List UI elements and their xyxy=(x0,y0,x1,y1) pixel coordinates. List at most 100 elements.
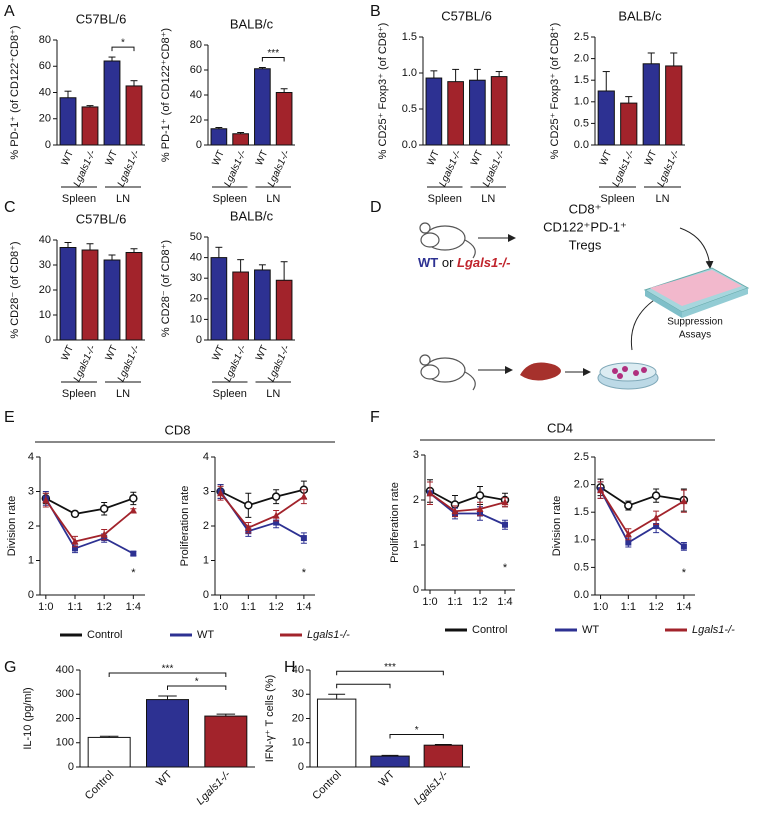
series-line xyxy=(45,497,134,555)
legend-label: WT xyxy=(582,624,599,636)
x-tick-label: Lgals1-/- xyxy=(610,148,637,189)
legend-label: WT xyxy=(197,629,214,641)
significance-label: *** xyxy=(384,662,396,673)
bar xyxy=(125,85,143,146)
legend-label: Lgals1-/- xyxy=(692,624,735,636)
point xyxy=(217,489,225,497)
x-tick-label: 1:0 xyxy=(38,601,53,613)
point xyxy=(130,550,137,557)
y-tick-label: 2.0 xyxy=(574,53,589,65)
series-line xyxy=(219,492,305,529)
spleen-icon xyxy=(520,362,561,381)
point xyxy=(99,504,109,513)
point xyxy=(300,492,308,500)
x-tick-label: WT xyxy=(210,149,227,168)
y-tick-label: 1.5 xyxy=(574,74,589,86)
y-tick-label: 20 xyxy=(39,113,51,125)
group-label: LN xyxy=(116,388,130,400)
significance-bracket xyxy=(167,685,227,690)
y-axis-label: % PD-1⁺ (of CD122⁺CD8⁺) xyxy=(160,28,172,162)
y-tick-label: 100 xyxy=(56,737,74,749)
x-tick-label: Lgals1-/- xyxy=(655,148,682,189)
chart: 0 1 2 3 4 Proliferation rate 1:0 1:1 1:2 1:4 * xyxy=(179,451,315,613)
y-tick-label: 1 xyxy=(203,554,209,566)
y-tick-label: 2 xyxy=(28,520,34,532)
y-tick-label: 1.5 xyxy=(574,506,589,518)
point xyxy=(501,498,509,506)
bar xyxy=(597,90,615,146)
x-tick-label: WT xyxy=(598,149,615,168)
point xyxy=(271,492,281,501)
y-tick-label: 80 xyxy=(39,34,51,46)
legend-label: Lgals1-/- xyxy=(307,629,350,641)
chart: 0 20 40 60 80 BALB/c % PD-1⁺ (of CD122⁺CD8⁺) WT… xyxy=(160,16,295,205)
point xyxy=(129,506,137,514)
bar xyxy=(210,128,228,146)
bar xyxy=(210,257,228,341)
x-tick-label: WT xyxy=(643,149,660,168)
label-or: or xyxy=(442,255,454,270)
annotation: * xyxy=(682,567,687,579)
panel-letter: G xyxy=(4,659,16,676)
y-tick-label: 2 xyxy=(203,520,209,532)
point xyxy=(476,505,484,512)
y-tick-label: 40 xyxy=(39,86,51,98)
significance-bracket xyxy=(111,46,135,52)
point xyxy=(100,530,108,538)
bar xyxy=(423,744,464,768)
series-line xyxy=(45,497,134,515)
y-tick-label: 80 xyxy=(190,39,202,51)
y-tick-label: 2.0 xyxy=(574,479,589,491)
group-label: LN xyxy=(266,388,280,400)
series-line xyxy=(429,492,506,513)
group-label: LN xyxy=(116,193,130,205)
point xyxy=(451,507,459,515)
bar xyxy=(146,699,189,768)
x-tick-label: 1:4 xyxy=(126,601,141,613)
point xyxy=(129,494,138,503)
chart-title: BALB/c xyxy=(618,8,662,23)
x-tick-label: WT xyxy=(425,149,442,168)
y-axis-label: % CD28⁻ (of CD8⁺) xyxy=(160,240,172,337)
y-tick-label: 200 xyxy=(56,712,74,724)
x-tick-label: 1:1 xyxy=(621,601,636,613)
y-tick-label: 1 xyxy=(413,539,419,551)
series-line xyxy=(600,486,685,507)
series-line xyxy=(429,490,506,506)
chart: 0.0 0.5 1.0 1.5 C57BL/6 % CD25⁺ Foxp3⁺ (of CD… xyxy=(377,8,510,205)
y-tick-label: 0.0 xyxy=(574,139,589,151)
chart: 0 20 40 60 80 C57BL/6 % PD-1⁺ (of CD122⁺CD8⁺) W… xyxy=(9,11,145,205)
y-tick-label: 4 xyxy=(203,451,209,463)
y-tick-label: 0 xyxy=(28,589,34,601)
chart-title: C57BL/6 xyxy=(76,211,127,226)
y-tick-label: 1.0 xyxy=(402,67,417,79)
x-tick-label: Lgals1-/- xyxy=(412,768,451,807)
y-axis-label: Division rate xyxy=(551,496,563,557)
bar xyxy=(469,79,486,146)
bar xyxy=(447,81,464,146)
y-tick-label: 60 xyxy=(39,60,51,72)
point xyxy=(273,519,280,526)
y-axis-label: IFN-γ⁺ T cells (%) xyxy=(264,675,276,763)
point xyxy=(244,501,253,510)
panel-letter: E xyxy=(4,409,15,426)
x-tick-label: 1:4 xyxy=(676,601,691,613)
series-line xyxy=(220,488,305,507)
y-tick-label: 2 xyxy=(413,494,419,506)
chart-title: BALB/c xyxy=(230,208,274,223)
legend-label: Control xyxy=(472,624,507,636)
y-tick-label: 0.5 xyxy=(402,103,417,115)
x-tick-label: Control xyxy=(310,769,344,803)
y-tick-label: 3 xyxy=(413,449,419,461)
significance-bracket xyxy=(336,683,391,689)
y-tick-label: 3 xyxy=(203,485,209,497)
group-label: Spleen xyxy=(213,193,247,205)
chart-title: BALB/c xyxy=(230,16,274,31)
significance-bracket xyxy=(336,670,444,676)
bar xyxy=(316,698,357,768)
point xyxy=(651,491,661,500)
group-title: CD8 xyxy=(164,422,190,437)
y-tick-label: 0.0 xyxy=(402,139,417,151)
